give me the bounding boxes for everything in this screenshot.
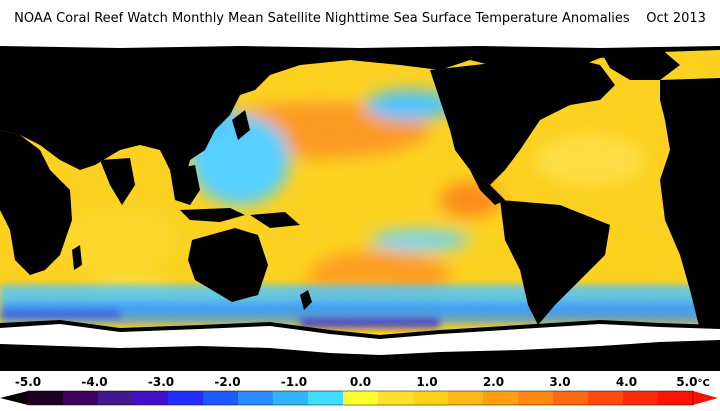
colorbar-tick-8: 3.0 <box>549 375 571 389</box>
colorbar <box>0 390 718 406</box>
colorbar-swatch-13 <box>483 391 519 405</box>
sst-anomaly-map <box>0 40 720 371</box>
colorbar-swatch-3 <box>133 391 169 405</box>
colorbar-swatch-18 <box>658 391 694 405</box>
colorbar-tick-0: -5.0 <box>14 375 42 389</box>
colorbar-swatch-16 <box>588 391 624 405</box>
colorbar-tick-6: 1.0 <box>416 375 438 389</box>
colorbar-unit: °C <box>697 378 710 389</box>
colorbar-tick-5: 0.0 <box>349 375 372 389</box>
map-title: NOAA Coral Reef Watch Monthly Mean Satel… <box>14 11 706 26</box>
colorbar-swatch-5 <box>203 391 239 405</box>
colorbar-tick-7: 2.0 <box>482 375 505 389</box>
colorbar-swatch-6 <box>238 391 274 405</box>
colorbar-swatch-8 <box>308 391 344 405</box>
colorbar-tick-10: 5.0°C <box>676 375 710 389</box>
colorbar-swatch-0 <box>28 391 64 405</box>
colorbar-tick-1: -4.0 <box>81 375 108 389</box>
colorbar-tick-2: -3.0 <box>147 375 175 389</box>
colorbar-swatch-11 <box>413 391 449 405</box>
colorbar-swatch-4 <box>168 391 204 405</box>
colorbar-swatch-10 <box>378 391 414 405</box>
colorbar-swatch-12 <box>448 391 484 405</box>
colorbar-left-arrow <box>0 391 28 405</box>
colorbar-swatch-14 <box>518 391 554 405</box>
colorbar-swatch-15 <box>553 391 589 405</box>
colorbar-tick-3: -2.0 <box>214 375 241 389</box>
colorbar-swatch-2 <box>98 391 134 405</box>
colorbar-right-arrow <box>693 391 718 405</box>
colorbar-tick-9: 4.0 <box>615 375 638 389</box>
map-canvas <box>0 40 720 371</box>
colorbar-swatch-7 <box>273 391 309 405</box>
colorbar-swatch-1 <box>63 391 99 405</box>
sea-ice <box>0 40 720 355</box>
colorbar-tick-4: -1.0 <box>280 375 308 389</box>
colorbar-tick-labels: -5.0 -4.0 -3.0 -2.0 -1.0 0.0 1.0 2.0 3.0 4.0 5.0°C <box>0 375 720 391</box>
colorbar-swatch-17 <box>623 391 659 405</box>
colorbar-swatch-9 <box>343 391 379 405</box>
